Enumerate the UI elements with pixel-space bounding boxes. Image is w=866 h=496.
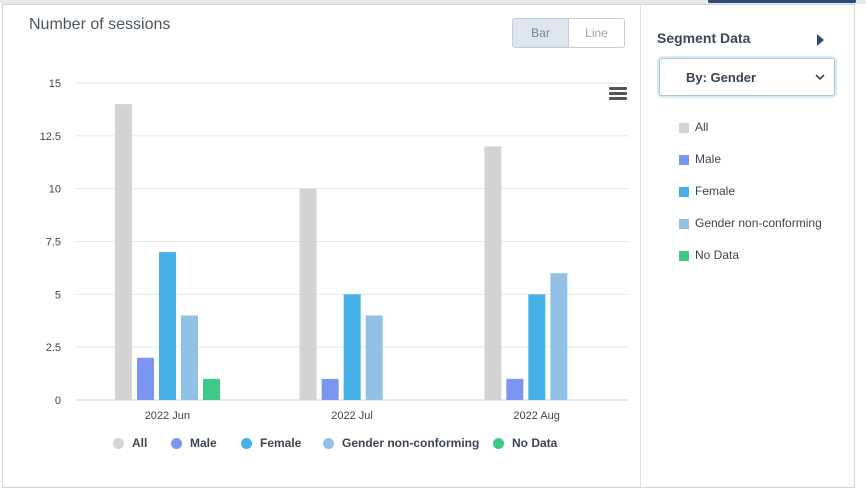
- chart-panel: Number of sessions Bar Line 0 2.5 5 7.5 10 12…: [3, 5, 640, 487]
- segment-color-swatch: [679, 187, 689, 197]
- segment-sidebar: Segment Data By: Gender All Male Female Gen…: [641, 5, 856, 487]
- segment-list-item[interactable]: All: [679, 120, 822, 152]
- play-icon[interactable]: [817, 34, 824, 46]
- x-tick-label: 2022 Jul: [331, 410, 373, 422]
- bar[interactable]: [550, 273, 568, 400]
- chevron-down-icon: [815, 74, 825, 81]
- legend-dot-icon: [493, 437, 504, 449]
- legend-item[interactable]: Gender non-conforming: [323, 436, 479, 450]
- legend-label: Female: [260, 436, 302, 450]
- segment-color-swatch: [679, 123, 689, 133]
- segment-select[interactable]: By: Gender: [659, 58, 835, 96]
- bar[interactable]: [321, 378, 339, 400]
- segment-label: Gender non-conforming: [695, 216, 822, 230]
- segment-color-swatch: [679, 155, 689, 165]
- segment-chart-card: Number of sessions Bar Line 0 2.5 5 7.5 10 12…: [2, 4, 855, 488]
- segment-data-title: Segment Data: [657, 30, 751, 46]
- legend-dot-icon: [171, 437, 182, 449]
- y-tick-label: 5: [55, 289, 61, 301]
- x-tick-label: 2022 Aug: [513, 410, 560, 422]
- chart-menu-icon[interactable]: [609, 87, 627, 101]
- legend-dot-icon: [113, 437, 124, 449]
- bar[interactable]: [181, 315, 198, 400]
- legend-item[interactable]: Female: [241, 436, 301, 450]
- bar[interactable]: [506, 378, 524, 400]
- legend-label: Male: [190, 436, 217, 450]
- legend-label: All: [132, 436, 148, 450]
- segment-list-item[interactable]: Gender non-conforming: [679, 216, 822, 248]
- legend-item[interactable]: Male: [171, 436, 217, 450]
- chart-legend: All Male Female Gender non-conforming No Dat…: [3, 436, 640, 456]
- panel-divider: [640, 5, 641, 487]
- segment-select-value: By: Gender: [686, 70, 757, 85]
- segment-label: No Data: [695, 248, 740, 262]
- y-tick-label: 15: [49, 78, 61, 90]
- segment-list-item[interactable]: Male: [679, 152, 822, 184]
- bar[interactable]: [299, 188, 317, 400]
- segment-color-swatch: [679, 251, 689, 261]
- top-border: [0, 0, 866, 4]
- y-tick-label: 12.5: [40, 131, 61, 143]
- bar[interactable]: [203, 378, 220, 400]
- y-tick-label: 7.5: [46, 237, 61, 249]
- segment-list: All Male Female Gender non-conforming No Dat…: [679, 120, 822, 280]
- chart-title: Number of sessions: [29, 16, 171, 33]
- bar[interactable]: [484, 146, 502, 400]
- legend-label: Gender non-conforming: [342, 436, 480, 450]
- segment-list-item[interactable]: Female: [679, 184, 822, 216]
- y-tick-label: 2.5: [46, 342, 61, 354]
- chart-type-toggle: Bar Line: [512, 18, 625, 48]
- bar[interactable]: [365, 315, 383, 400]
- line-toggle-button[interactable]: Line: [569, 19, 624, 47]
- segment-label: All: [695, 120, 709, 134]
- y-tick-label: 0: [55, 395, 61, 407]
- legend-label: No Data: [512, 436, 558, 450]
- legend-dot-icon: [323, 437, 334, 449]
- bar-toggle-button[interactable]: Bar: [513, 19, 569, 47]
- segment-list-item[interactable]: No Data: [679, 248, 822, 280]
- segment-color-swatch: [679, 219, 689, 229]
- top-accent-bar: [708, 0, 856, 3]
- bar[interactable]: [137, 357, 154, 400]
- bar-chart-plot: 0 2.5 5 7.5 10 12.5 15 2022 Jun 2022 Jul 2022 Aug: [40, 78, 629, 422]
- bar[interactable]: [115, 104, 132, 400]
- legend-item[interactable]: All: [113, 436, 147, 450]
- bar[interactable]: [159, 252, 176, 400]
- segment-label: Male: [695, 152, 722, 166]
- bar[interactable]: [343, 294, 361, 400]
- legend-item[interactable]: No Data: [493, 436, 557, 450]
- legend-dot-icon: [241, 437, 252, 449]
- x-tick-label: 2022 Jun: [145, 410, 190, 422]
- bar[interactable]: [528, 294, 546, 400]
- segment-label: Female: [695, 184, 736, 198]
- y-tick-label: 10: [49, 184, 61, 196]
